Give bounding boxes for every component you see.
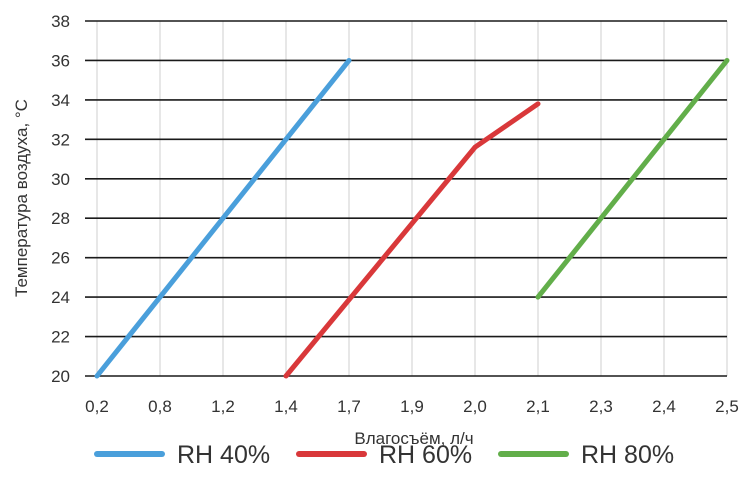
legend-label: RH 80%: [581, 441, 674, 469]
x-tick-label: 1,4: [274, 397, 298, 416]
x-tick-label: 1,2: [211, 397, 235, 416]
x-tick-label: 1,9: [400, 397, 424, 416]
y-tick-label: 32: [51, 130, 70, 149]
x-tick-label: 2,4: [652, 397, 676, 416]
y-axis-label: Температура воздуха, °С: [12, 99, 31, 297]
y-tick-label: 38: [51, 12, 70, 31]
y-tick-label: 24: [51, 288, 70, 307]
grid: [85, 20, 728, 377]
series-line: [283, 101, 541, 379]
x-axis-ticks: 0,2 0,8 1,2 1,4 1,7 1,9 2,0 2,1 2,3 2,4 2,5: [85, 397, 739, 416]
legend-label: RH 60%: [379, 441, 472, 469]
y-tick-label: 30: [51, 170, 70, 189]
y-tick-label: 20: [51, 367, 70, 386]
x-tick-label: 0,8: [148, 397, 172, 416]
y-axis-ticks: 20 22 24 26 28 30 32 34 36 38: [51, 12, 70, 386]
y-tick-label: 22: [51, 328, 70, 347]
series-lines: [94, 57, 730, 379]
y-tick-label: 26: [51, 249, 70, 268]
x-tick-label: 2,3: [589, 397, 613, 416]
x-tick-label: 0,2: [85, 397, 109, 416]
y-tick-label: 36: [51, 51, 70, 70]
legend: RH 40% RH 60% RH 80%: [94, 441, 674, 469]
x-tick-label: 1,7: [337, 397, 361, 416]
x-axis-label: Влагосъём, л/ч: [354, 429, 473, 448]
legend-label: RH 40%: [177, 441, 270, 469]
series-line: [535, 57, 730, 300]
x-tick-label: 2,5: [715, 397, 739, 416]
y-tick-label: 34: [51, 91, 70, 110]
x-tick-label: 2,0: [463, 397, 487, 416]
series-line: [94, 57, 352, 379]
y-tick-label: 28: [51, 209, 70, 228]
x-tick-label: 2,1: [526, 397, 550, 416]
